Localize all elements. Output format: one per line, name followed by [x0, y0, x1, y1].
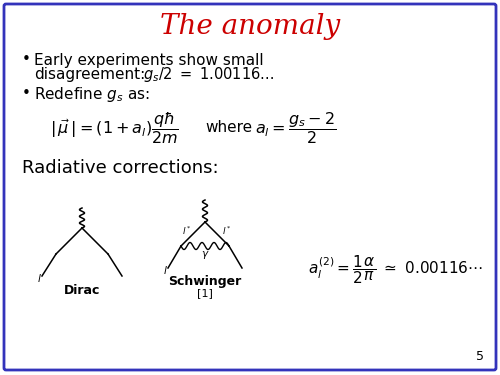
FancyBboxPatch shape: [4, 4, 496, 370]
Text: where: where: [205, 120, 252, 135]
Text: $g_s/2 \ = \ 1.00116\ldots$: $g_s/2 \ = \ 1.00116\ldots$: [143, 66, 274, 84]
Text: [1]: [1]: [197, 288, 213, 298]
Text: •: •: [22, 53, 31, 68]
Text: disagreement:: disagreement:: [34, 68, 145, 82]
Text: $l$: $l$: [162, 264, 168, 276]
Text: Radiative corrections:: Radiative corrections:: [22, 159, 218, 177]
Text: The anomaly: The anomaly: [160, 12, 340, 39]
Text: $a_l = \dfrac{g_s - 2}{2}$: $a_l = \dfrac{g_s - 2}{2}$: [255, 110, 336, 146]
Text: •: •: [22, 87, 31, 102]
Text: $a_l^{(2)} = \dfrac{1}{2}\dfrac{\alpha}{\pi} \ \simeq \ 0.00116\cdots$: $a_l^{(2)} = \dfrac{1}{2}\dfrac{\alpha}{…: [308, 254, 483, 286]
Text: $l^*$: $l^*$: [182, 224, 192, 237]
Text: Early experiments show small: Early experiments show small: [34, 53, 264, 68]
Text: 5: 5: [476, 350, 484, 363]
Text: $|\,\vec{\mu}\,|= (1+a_l)\dfrac{q\hbar}{2m}$: $|\,\vec{\mu}\,|= (1+a_l)\dfrac{q\hbar}{…: [50, 110, 179, 146]
Text: Schwinger: Schwinger: [168, 274, 242, 288]
Text: Redefine $g_s$ as:: Redefine $g_s$ as:: [34, 84, 150, 104]
Text: $\gamma$: $\gamma$: [200, 249, 209, 261]
Text: $l$: $l$: [36, 272, 42, 284]
Text: $l^*$: $l^*$: [222, 224, 232, 237]
Text: Dirac: Dirac: [64, 284, 100, 297]
